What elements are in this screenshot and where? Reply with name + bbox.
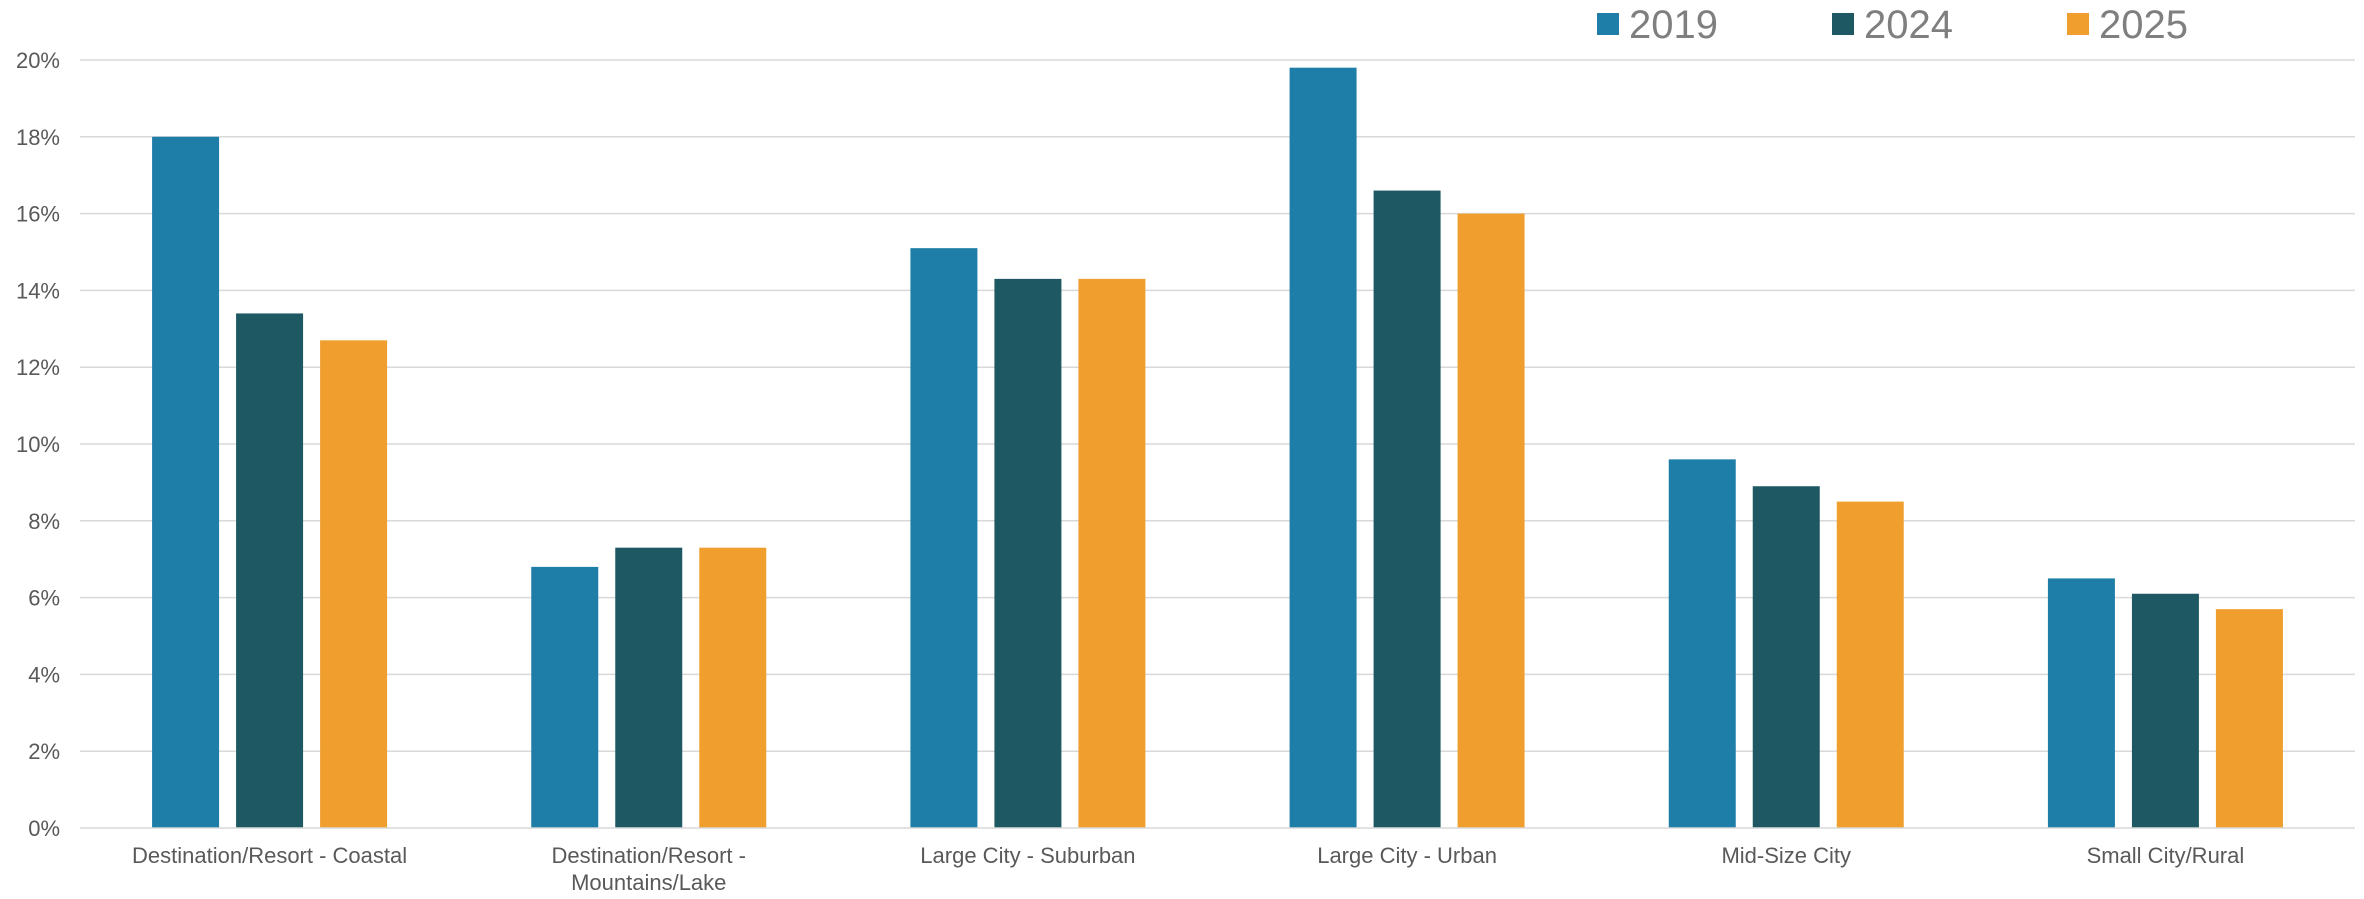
bar-2019-0 (152, 136, 220, 829)
legend-label-2019: 2019 (1629, 3, 1718, 47)
legend: 2019 2024 2025 (1597, 3, 2188, 47)
bar-2025-0 (320, 340, 388, 828)
bars (152, 67, 2283, 829)
bar-2025-5 (2215, 609, 2283, 828)
bar-2025-2 (1078, 278, 1146, 828)
bar-2025-4 (1836, 501, 1904, 828)
y-tick-label: 18% (16, 125, 60, 150)
bar-2019-4 (1668, 459, 1736, 828)
y-tick-label: 10% (16, 432, 60, 457)
y-tick-label: 14% (16, 278, 60, 303)
y-tick-label: 20% (16, 48, 60, 73)
y-tick-label: 12% (16, 355, 60, 380)
bar-2019-5 (2047, 578, 2115, 828)
legend-label-2025: 2025 (2099, 3, 2188, 47)
y-tick-label: 6% (28, 586, 60, 611)
bar-2024-0 (236, 313, 304, 828)
bar-2019-1 (531, 566, 599, 828)
category-label: Destination/Resort - (552, 843, 746, 868)
bar-2024-4 (1752, 486, 1820, 828)
gridlines (80, 59, 2355, 752)
category-label: Mid-Size City (1721, 843, 1851, 868)
legend-swatch-2019 (1597, 13, 1619, 35)
bar-2024-2 (994, 278, 1062, 828)
bar-2025-1 (699, 547, 767, 828)
y-tick-label: 2% (28, 739, 60, 764)
bar-2024-1 (615, 547, 683, 828)
category-label: Destination/Resort - Coastal (132, 843, 407, 868)
y-axis-tick-labels: 0% 2% 4% 6% 8% 10% 12% 14% 16% 18% 20% (16, 48, 60, 841)
y-tick-label: 4% (28, 662, 60, 687)
legend-label-2024: 2024 (1864, 3, 1953, 47)
bar-2019-2 (910, 248, 978, 828)
legend-swatch-2025 (2067, 13, 2089, 35)
bar-2019-3 (1289, 67, 1357, 829)
bar-2024-5 (2131, 593, 2199, 828)
category-label: Large City - Suburban (920, 843, 1135, 868)
y-tick-label: 0% (28, 816, 60, 841)
category-label: Mountains/Lake (571, 870, 726, 895)
category-label: Large City - Urban (1317, 843, 1497, 868)
category-label: Small City/Rural (2087, 843, 2245, 868)
category-labels: Destination/Resort - Coastal Destination/… (132, 843, 2244, 895)
y-tick-label: 8% (28, 509, 60, 534)
bar-2025-3 (1457, 213, 1525, 829)
bar-2024-3 (1373, 190, 1441, 828)
legend-swatch-2024 (1832, 13, 1854, 35)
y-tick-label: 16% (16, 202, 60, 227)
